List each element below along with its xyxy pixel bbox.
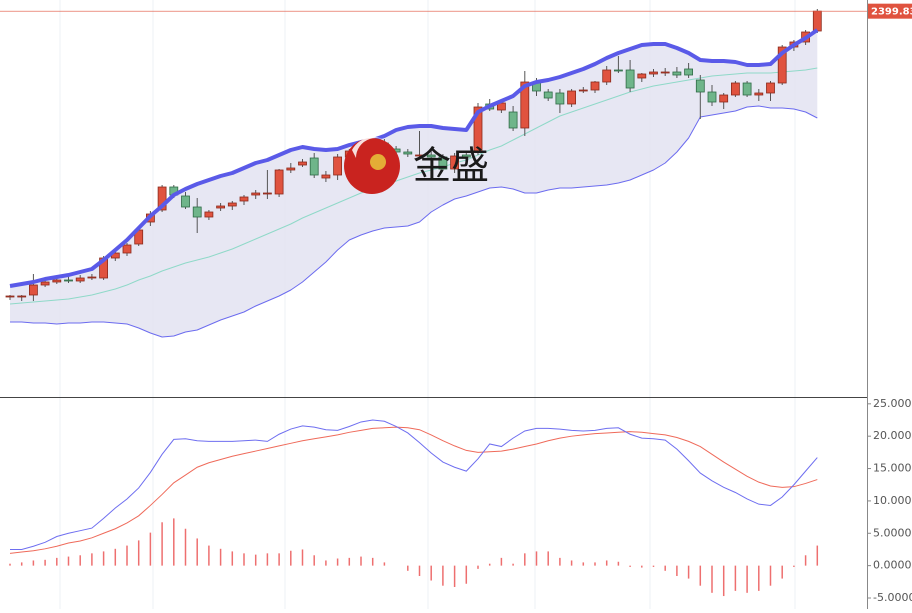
candle-body bbox=[415, 154, 424, 157]
candle-body bbox=[192, 206, 202, 218]
y-tick-label: 5.0000 bbox=[873, 526, 912, 539]
candle-body bbox=[28, 284, 38, 296]
macd-dea-line bbox=[9, 426, 818, 554]
main-panel bbox=[0, 9, 867, 338]
candle-body bbox=[754, 92, 764, 96]
candle-body bbox=[508, 111, 518, 129]
candle-body bbox=[52, 279, 62, 283]
candle-body bbox=[695, 79, 705, 93]
band-fill bbox=[10, 30, 818, 337]
candle-body bbox=[87, 276, 97, 279]
macd-dif-line bbox=[10, 419, 818, 550]
candle-body bbox=[181, 195, 190, 208]
candle-body bbox=[543, 91, 553, 99]
candle-body bbox=[309, 157, 319, 176]
last-price-label: 2399.83 bbox=[871, 7, 912, 18]
candle-body bbox=[742, 82, 752, 96]
candle-body bbox=[450, 155, 460, 170]
candle-body bbox=[461, 154, 471, 158]
candle-body bbox=[625, 69, 635, 89]
candle-body bbox=[520, 81, 530, 129]
candle-body bbox=[426, 154, 436, 158]
watermark-text: 金盛 bbox=[413, 144, 489, 188]
candle-body bbox=[590, 81, 600, 91]
y-tick-label: 25.0000 bbox=[873, 397, 912, 410]
candle-body bbox=[766, 82, 775, 94]
candle-body bbox=[719, 94, 729, 103]
logo-ball bbox=[370, 154, 386, 170]
candle-body bbox=[672, 71, 682, 76]
candle-body bbox=[707, 91, 717, 103]
candle-body bbox=[17, 295, 27, 298]
candle-body bbox=[262, 192, 272, 195]
candle-body bbox=[40, 281, 50, 286]
candle-body bbox=[122, 244, 132, 254]
band-upper bbox=[9, 28, 819, 288]
candle-body bbox=[578, 89, 588, 92]
candle-body bbox=[602, 69, 612, 83]
candle-body bbox=[204, 211, 214, 218]
axis: 2399.83 25.0000 20.0000 15.0000 10.0000 5.000… bbox=[867, 3, 912, 604]
y-tick-label: 10.0000 bbox=[873, 494, 912, 507]
y-tick-label: 0.0000 bbox=[873, 559, 912, 572]
candle-body bbox=[286, 167, 296, 171]
candle-body bbox=[660, 71, 670, 74]
candle-body bbox=[227, 202, 237, 207]
candle-body bbox=[567, 90, 576, 105]
candle-body bbox=[298, 161, 307, 166]
candle-body bbox=[5, 295, 15, 298]
band-lower bbox=[10, 105, 818, 338]
candle-body bbox=[614, 69, 623, 72]
candle-body bbox=[438, 156, 448, 170]
candle-body bbox=[321, 174, 331, 179]
candle-body bbox=[777, 46, 787, 84]
y-tick-label: -5.0000 bbox=[873, 591, 912, 604]
candle-body bbox=[684, 68, 693, 76]
y-tick-label: 20.0000 bbox=[873, 429, 912, 442]
candle-body bbox=[274, 169, 284, 195]
candle-body bbox=[812, 10, 822, 32]
candle-body bbox=[637, 73, 647, 79]
candle-body bbox=[555, 92, 565, 105]
macd-panel bbox=[9, 419, 819, 597]
candle-body bbox=[649, 71, 658, 75]
candle-body bbox=[473, 106, 483, 152]
candle-body bbox=[75, 277, 85, 282]
y-tick-label: 15.0000 bbox=[873, 462, 912, 475]
watermark-logo bbox=[344, 137, 400, 194]
logo-arc bbox=[352, 137, 392, 158]
candle-body bbox=[403, 151, 413, 155]
candle-body bbox=[64, 279, 73, 282]
candle-body bbox=[731, 82, 740, 96]
candle-body bbox=[333, 156, 343, 176]
band-middle bbox=[9, 67, 818, 305]
candle-body bbox=[216, 205, 226, 209]
candle-body bbox=[239, 196, 249, 202]
last-price-box bbox=[868, 3, 912, 19]
candle-body bbox=[251, 192, 261, 196]
candle-body bbox=[157, 186, 167, 211]
